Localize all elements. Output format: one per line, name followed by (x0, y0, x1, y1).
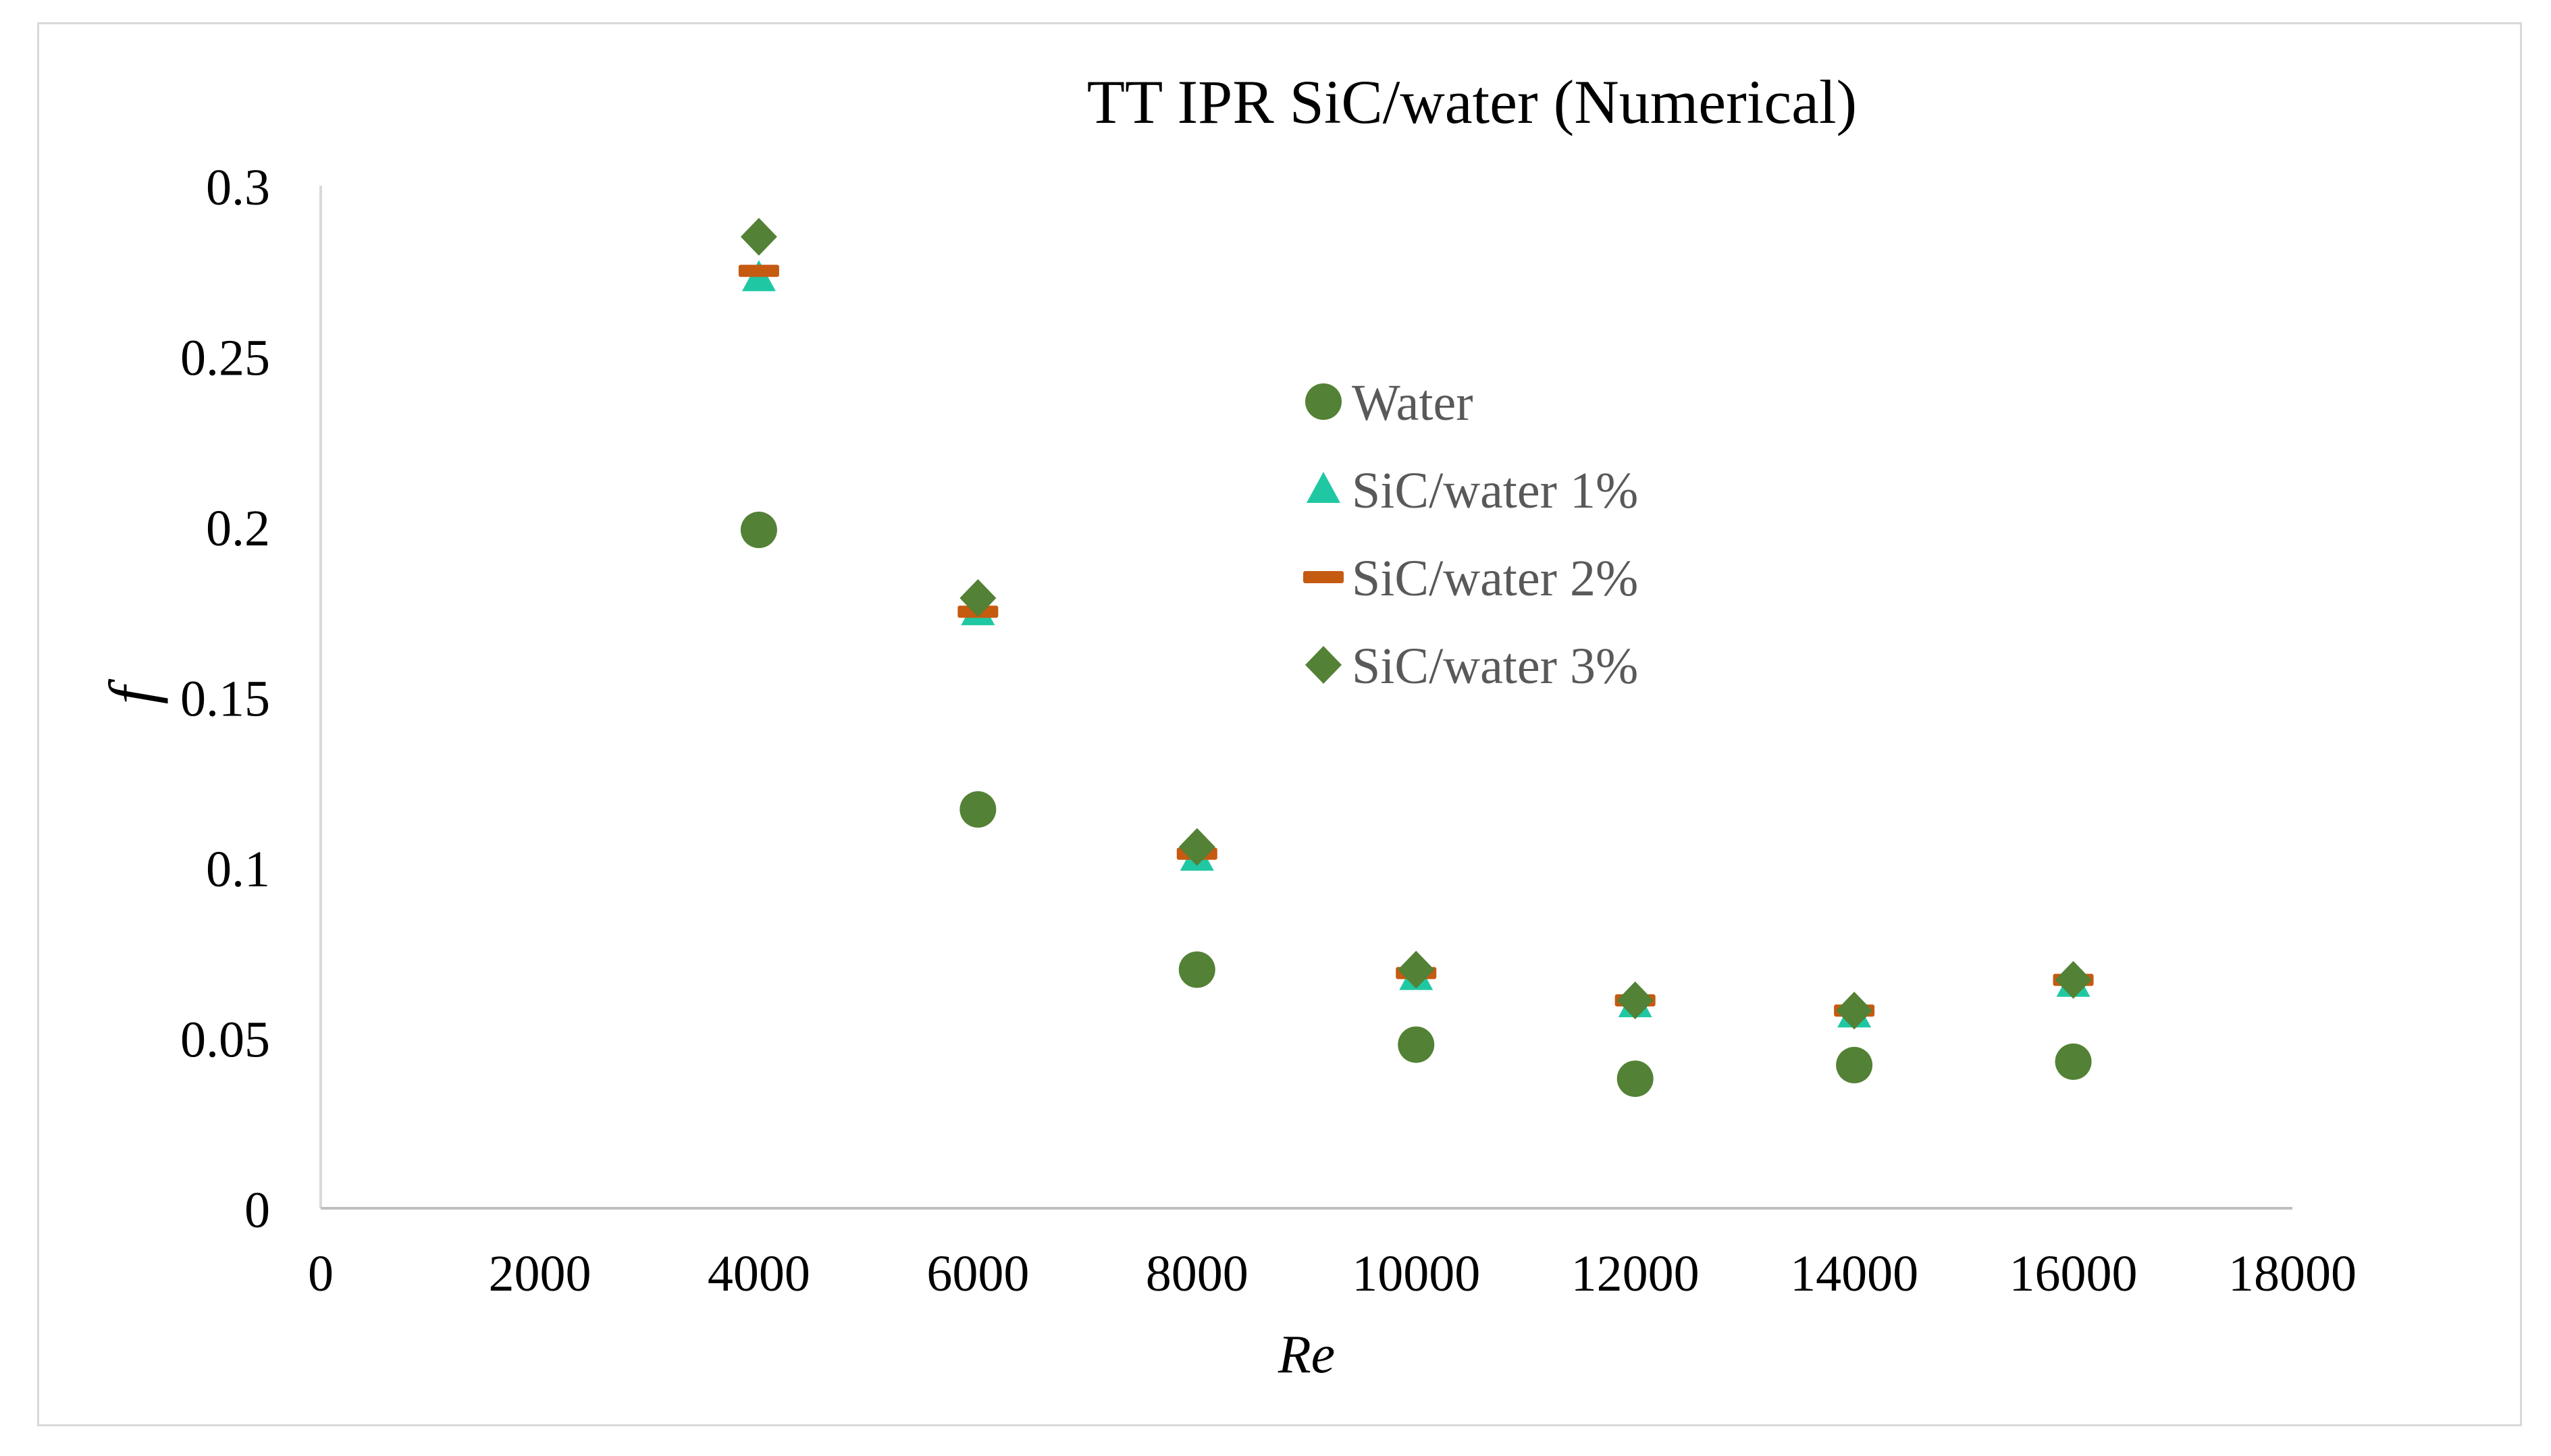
data-point (1178, 828, 1215, 866)
legend-label: SiC/water 1% (1352, 462, 1638, 519)
y-tick-label: 0.2 (206, 500, 270, 557)
data-point (1836, 992, 1873, 1030)
y-tick-label: 0 (244, 1182, 270, 1239)
y-tick-label: 0.3 (206, 159, 270, 216)
data-point (2055, 1043, 2092, 1080)
x-tick-label: 18000 (2228, 1245, 2357, 1302)
y-tick-label: 0.15 (180, 671, 270, 728)
data-point (1836, 1046, 1873, 1083)
data-point (740, 217, 777, 256)
data-point (1178, 951, 1215, 988)
legend-label: Water (1352, 375, 1473, 431)
data-point (1616, 981, 1654, 1019)
data-point (1616, 1060, 1654, 1098)
data-point (959, 579, 997, 618)
x-tick-label: 0 (308, 1245, 334, 1302)
x-axis-label: Re (1278, 1325, 1335, 1384)
x-tick-label: 2000 (488, 1245, 591, 1302)
legend-label: SiC/water 3% (1352, 638, 1638, 695)
x-tick-label: 16000 (2009, 1245, 2138, 1302)
x-tick-label: 10000 (1352, 1245, 1480, 1302)
data-points (738, 217, 2094, 1098)
chart-frame (37, 22, 2522, 1426)
legend-marker (1305, 646, 1342, 684)
legend-marker (1303, 571, 1344, 583)
series-1 (740, 512, 2092, 1098)
x-tick-label: 6000 (926, 1245, 1029, 1302)
legend-marker (1305, 383, 1342, 420)
data-point (738, 265, 779, 277)
y-axis-label: f (96, 678, 168, 704)
data-point (2055, 961, 2092, 999)
x-tick-label: 12000 (1571, 1245, 1700, 1302)
x-tick-labels: 0 2000 4000 6000 8000 10000 12000 14000 16000 180… (308, 1245, 2357, 1302)
data-point (959, 791, 997, 828)
data-point (1398, 950, 1435, 989)
data-point (1398, 1026, 1435, 1063)
legend-marker (1307, 472, 1340, 503)
y-tick-labels: 0 0.05 0.1 0.15 0.2 0.25 0.3 (180, 159, 270, 1239)
x-tick-label: 8000 (1146, 1245, 1248, 1302)
y-tick-label: 0.1 (206, 841, 270, 898)
y-tick-label: 0.05 (180, 1012, 270, 1069)
x-tick-label: 4000 (708, 1245, 810, 1302)
x-tick-label: 14000 (1790, 1245, 1918, 1302)
chart-title: TT IPR SiC/water (Numerical) (1087, 68, 1857, 136)
series-4 (740, 217, 2092, 1030)
data-point (740, 512, 777, 549)
legend-label: SiC/water 2% (1352, 550, 1638, 607)
y-tick-label: 0.25 (180, 330, 270, 387)
legend: Water SiC/water 1% SiC/water 2% SiC/water 3… (1303, 375, 1638, 695)
